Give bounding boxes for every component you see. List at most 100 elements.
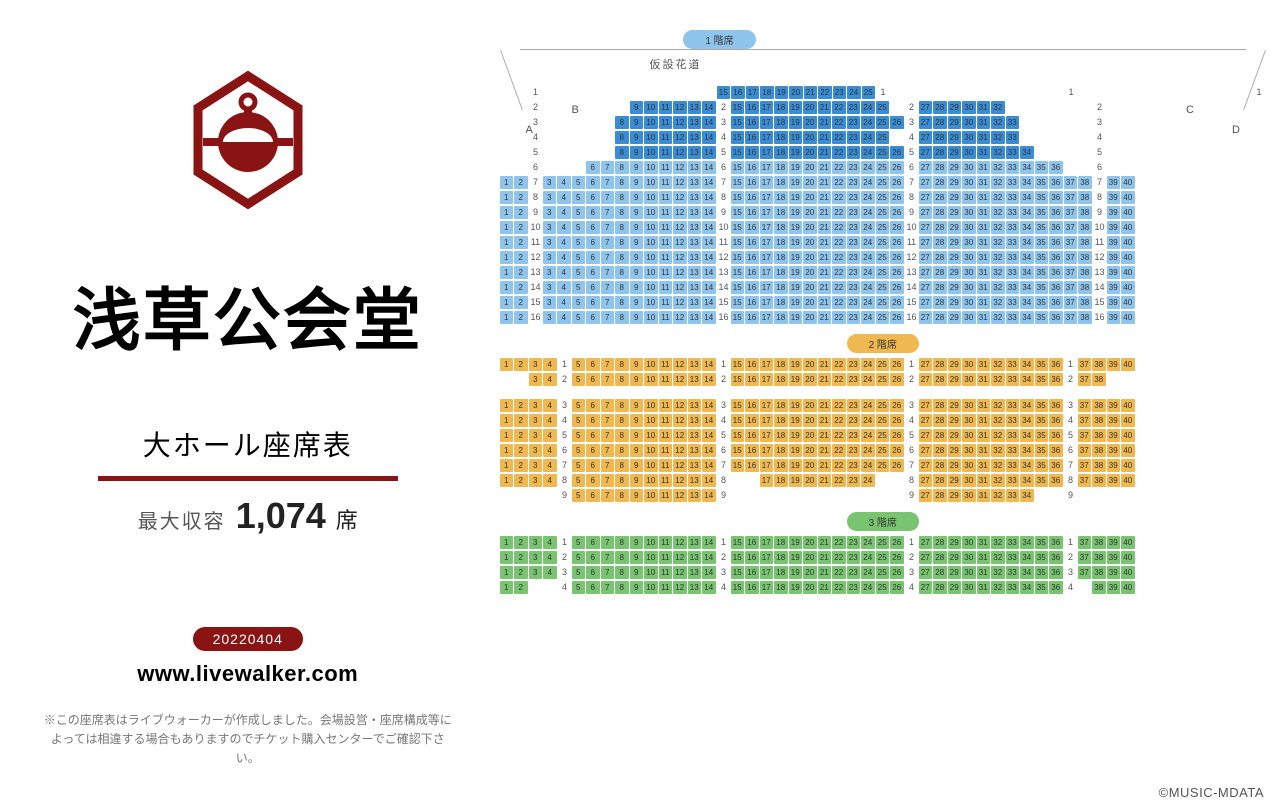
seat: 21 bbox=[818, 444, 832, 457]
seat: 26 bbox=[890, 296, 904, 309]
seat: 25 bbox=[876, 251, 890, 264]
seat: 22 bbox=[832, 358, 846, 371]
seat: 34 bbox=[1020, 429, 1034, 442]
seat: 29 bbox=[948, 251, 962, 264]
seat: 23 bbox=[847, 459, 861, 472]
info-panel: 浅草公会堂 大ホール座席表 最大収容 1,074 席 20220404 www.… bbox=[0, 0, 496, 812]
seat: 6 bbox=[586, 566, 600, 579]
seat: 40 bbox=[1121, 191, 1135, 204]
seat: 31 bbox=[977, 536, 991, 549]
seat: 8 bbox=[615, 296, 629, 309]
seat: 20 bbox=[803, 566, 817, 579]
seat-row: 1234556789101112131451516171819202122232… bbox=[500, 428, 1267, 442]
seat: 19 bbox=[789, 236, 803, 249]
seat: 21 bbox=[818, 373, 832, 386]
seat: 23 bbox=[847, 444, 861, 457]
seat: 39 bbox=[1107, 221, 1121, 234]
seat: 37 bbox=[1078, 399, 1092, 412]
section-d-label: D bbox=[1232, 124, 1240, 136]
seat: 31 bbox=[977, 429, 991, 442]
stage-outline: 仮設花道 bbox=[520, 49, 1247, 85]
seat: 1 bbox=[500, 266, 514, 279]
seat: 40 bbox=[1121, 266, 1135, 279]
seat: 11 bbox=[659, 236, 673, 249]
seat: 3 bbox=[543, 266, 557, 279]
seat: 14 bbox=[702, 566, 716, 579]
seat: 16 bbox=[745, 373, 759, 386]
seat: 28 bbox=[933, 131, 947, 144]
seat: 37 bbox=[1064, 221, 1078, 234]
seat: 19 bbox=[789, 459, 803, 472]
seat: 15 bbox=[731, 536, 745, 549]
seat: 32 bbox=[991, 221, 1005, 234]
seat: 26 bbox=[890, 236, 904, 249]
seat: 36 bbox=[1049, 414, 1063, 427]
seat: 27 bbox=[919, 311, 933, 324]
seat: 23 bbox=[847, 414, 861, 427]
seat: 21 bbox=[818, 221, 832, 234]
seat: 25 bbox=[876, 444, 890, 457]
seat: 27 bbox=[919, 116, 933, 129]
seat: 20 bbox=[803, 146, 817, 159]
seat: 22 bbox=[832, 101, 846, 114]
stage-label: 仮設花道 bbox=[650, 56, 702, 72]
seat: 18 bbox=[774, 206, 788, 219]
seat: 24 bbox=[861, 551, 875, 564]
seat: 11 bbox=[659, 131, 673, 144]
seat: 37 bbox=[1064, 191, 1078, 204]
seat: 11 bbox=[659, 474, 673, 487]
seat: 17 bbox=[760, 266, 774, 279]
seat: 24 bbox=[861, 414, 875, 427]
seat: 24 bbox=[861, 146, 875, 159]
seat: 1 bbox=[500, 191, 514, 204]
seat: 31 bbox=[977, 206, 991, 219]
seat: 20 bbox=[803, 551, 817, 564]
seat: 16 bbox=[745, 251, 759, 264]
seat: 24 bbox=[861, 101, 875, 114]
seat: 24 bbox=[861, 191, 875, 204]
seat: 4 bbox=[543, 551, 557, 564]
seat: 16 bbox=[745, 191, 759, 204]
seat: 29 bbox=[948, 414, 962, 427]
seat: 3 bbox=[529, 536, 543, 549]
seat: 8 bbox=[615, 236, 629, 249]
seat: 26 bbox=[890, 536, 904, 549]
seat: 18 bbox=[774, 551, 788, 564]
seat: 36 bbox=[1049, 459, 1063, 472]
seat: 32 bbox=[991, 116, 1005, 129]
seat: 23 bbox=[847, 358, 861, 371]
seat: 38 bbox=[1092, 358, 1106, 371]
seat: 36 bbox=[1049, 373, 1063, 386]
seat: 22 bbox=[832, 146, 846, 159]
seat: 7 bbox=[601, 474, 615, 487]
seat: 18 bbox=[760, 86, 774, 99]
seat: 20 bbox=[803, 399, 817, 412]
seat: 10 bbox=[644, 221, 658, 234]
seat-row: 1234456789101112131441516171819202122232… bbox=[500, 413, 1267, 427]
seat: 32 bbox=[991, 551, 1005, 564]
seat: 9 bbox=[630, 131, 644, 144]
seat: 27 bbox=[919, 373, 933, 386]
seat: 22 bbox=[832, 429, 846, 442]
seat: 1 bbox=[500, 536, 514, 549]
seat-row: 1273456789101112131471516171819202122232… bbox=[500, 175, 1267, 189]
seat: 11 bbox=[659, 551, 673, 564]
seat: 19 bbox=[789, 566, 803, 579]
seat: 12 bbox=[673, 251, 687, 264]
seat-row: 1234656789101112131461516171819202122232… bbox=[500, 443, 1267, 457]
seat: 3 bbox=[543, 176, 557, 189]
seat: 19 bbox=[775, 86, 789, 99]
seat: 28 bbox=[933, 444, 947, 457]
seat: 31 bbox=[977, 101, 991, 114]
seat: 4 bbox=[543, 444, 557, 457]
seat: 38 bbox=[1078, 176, 1092, 189]
seat: 5 bbox=[572, 551, 586, 564]
seat-row: 1216345678910111213141615161718192021222… bbox=[500, 310, 1267, 324]
seat: 9 bbox=[630, 116, 644, 129]
seat: 19 bbox=[789, 536, 803, 549]
seat: 20 bbox=[803, 414, 817, 427]
seat-row: 1283456789101112131481516171819202122232… bbox=[500, 190, 1267, 204]
seat: 40 bbox=[1121, 429, 1135, 442]
seat: 30 bbox=[962, 489, 976, 502]
seat: 2 bbox=[514, 311, 528, 324]
